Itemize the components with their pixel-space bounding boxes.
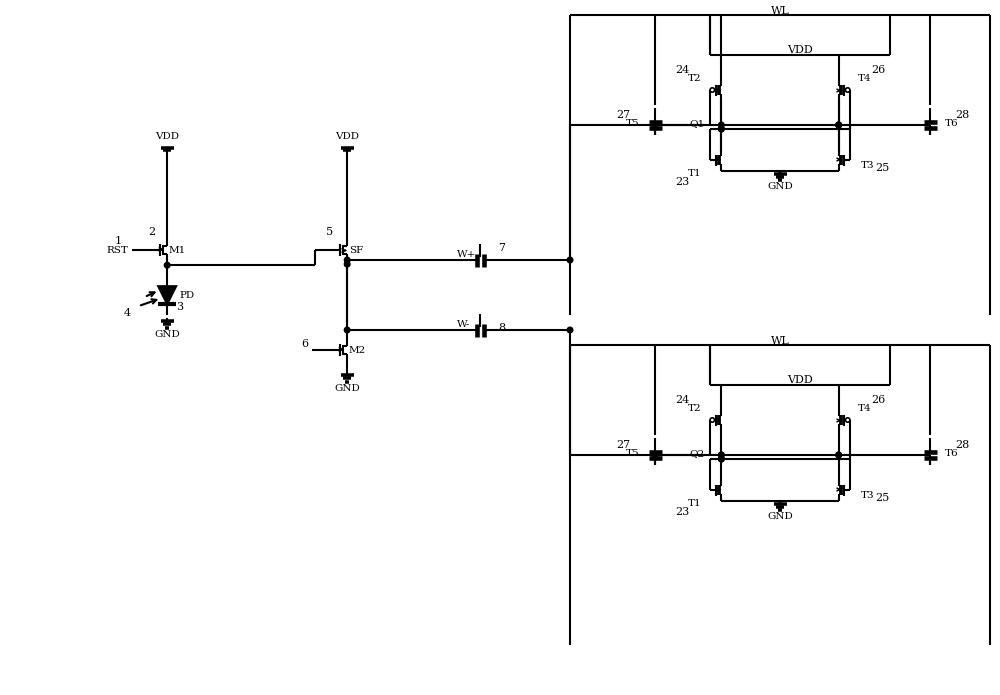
Text: 28: 28 bbox=[955, 440, 969, 450]
Text: 23: 23 bbox=[675, 507, 689, 517]
Circle shape bbox=[845, 418, 850, 422]
Circle shape bbox=[719, 456, 724, 461]
Text: Q2: Q2 bbox=[690, 450, 705, 459]
Text: T5: T5 bbox=[626, 119, 640, 127]
Text: T5: T5 bbox=[626, 448, 640, 457]
Circle shape bbox=[567, 257, 573, 263]
Circle shape bbox=[652, 122, 658, 128]
Text: 28: 28 bbox=[955, 110, 969, 120]
Text: 25: 25 bbox=[875, 493, 889, 503]
Text: T2: T2 bbox=[688, 74, 702, 83]
Text: T2: T2 bbox=[688, 404, 702, 413]
Text: GND: GND bbox=[334, 384, 360, 393]
Text: WL: WL bbox=[771, 6, 789, 16]
Text: T1: T1 bbox=[688, 498, 702, 507]
Text: VDD: VDD bbox=[335, 132, 359, 141]
Text: SF: SF bbox=[349, 245, 363, 254]
Circle shape bbox=[836, 452, 841, 458]
Text: 26: 26 bbox=[871, 65, 885, 75]
Text: 25: 25 bbox=[875, 163, 889, 173]
Text: VDD: VDD bbox=[787, 45, 813, 55]
Text: W+: W+ bbox=[457, 250, 476, 259]
Text: M1: M1 bbox=[169, 245, 186, 254]
Text: 2: 2 bbox=[148, 227, 155, 237]
Text: GND: GND bbox=[767, 182, 793, 191]
Text: 26: 26 bbox=[871, 395, 885, 405]
Text: VDD: VDD bbox=[155, 132, 179, 141]
Text: M2: M2 bbox=[349, 345, 366, 354]
Text: 24: 24 bbox=[675, 395, 689, 405]
Text: 24: 24 bbox=[675, 65, 689, 75]
Text: T1: T1 bbox=[688, 168, 702, 177]
Circle shape bbox=[719, 456, 724, 461]
Circle shape bbox=[344, 327, 350, 333]
Text: GND: GND bbox=[767, 512, 793, 521]
Circle shape bbox=[719, 452, 724, 458]
Text: 27: 27 bbox=[616, 110, 630, 120]
Circle shape bbox=[652, 452, 658, 458]
Text: 5: 5 bbox=[326, 227, 334, 237]
Circle shape bbox=[836, 122, 841, 128]
Circle shape bbox=[719, 126, 724, 132]
Text: 4: 4 bbox=[124, 308, 131, 318]
Text: T4: T4 bbox=[858, 404, 872, 413]
Text: 6: 6 bbox=[301, 339, 308, 349]
Text: 27: 27 bbox=[616, 440, 630, 450]
Circle shape bbox=[836, 452, 841, 458]
Text: T3: T3 bbox=[861, 161, 875, 170]
Circle shape bbox=[344, 257, 350, 263]
Circle shape bbox=[344, 261, 350, 267]
Text: 23: 23 bbox=[675, 177, 689, 187]
Text: 1: 1 bbox=[115, 236, 122, 246]
Circle shape bbox=[710, 88, 715, 92]
Text: T6: T6 bbox=[945, 448, 959, 457]
Text: 3: 3 bbox=[176, 302, 183, 312]
Circle shape bbox=[836, 122, 841, 128]
Text: GND: GND bbox=[154, 329, 180, 338]
Text: W-: W- bbox=[457, 320, 470, 329]
Circle shape bbox=[836, 122, 841, 128]
Circle shape bbox=[164, 263, 170, 268]
Text: T4: T4 bbox=[858, 74, 872, 83]
Circle shape bbox=[710, 418, 715, 422]
Text: 8: 8 bbox=[498, 323, 505, 333]
Text: T3: T3 bbox=[861, 491, 875, 500]
Text: RST: RST bbox=[106, 245, 128, 254]
Text: Q1: Q1 bbox=[690, 120, 705, 129]
Text: T6: T6 bbox=[945, 119, 959, 127]
Text: VDD: VDD bbox=[787, 375, 813, 385]
Circle shape bbox=[567, 327, 573, 333]
Text: 7: 7 bbox=[498, 243, 505, 253]
Text: PD: PD bbox=[179, 291, 194, 300]
Circle shape bbox=[719, 126, 724, 132]
Circle shape bbox=[719, 452, 724, 458]
Circle shape bbox=[845, 88, 850, 92]
Text: WL: WL bbox=[771, 336, 789, 346]
Polygon shape bbox=[158, 286, 176, 304]
Circle shape bbox=[719, 122, 724, 128]
